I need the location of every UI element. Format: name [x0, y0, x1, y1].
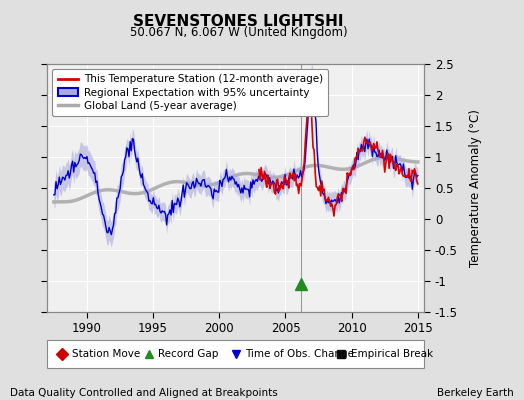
Text: Record Gap: Record Gap [158, 349, 219, 359]
Legend: This Temperature Station (12-month average), Regional Expectation with 95% uncer: This Temperature Station (12-month avera… [52, 69, 328, 116]
Text: 50.067 N, 6.067 W (United Kingdom): 50.067 N, 6.067 W (United Kingdom) [129, 26, 347, 39]
Text: Berkeley Earth: Berkeley Earth [437, 388, 514, 398]
Text: Time of Obs. Change: Time of Obs. Change [245, 349, 354, 359]
Text: Station Move: Station Move [72, 349, 140, 359]
Text: SEVENSTONES LIGHTSHI: SEVENSTONES LIGHTSHI [133, 14, 344, 29]
Text: Data Quality Controlled and Aligned at Breakpoints: Data Quality Controlled and Aligned at B… [10, 388, 278, 398]
Text: Empirical Break: Empirical Break [351, 349, 433, 359]
Y-axis label: Temperature Anomaly (°C): Temperature Anomaly (°C) [469, 109, 482, 267]
FancyBboxPatch shape [47, 340, 424, 368]
